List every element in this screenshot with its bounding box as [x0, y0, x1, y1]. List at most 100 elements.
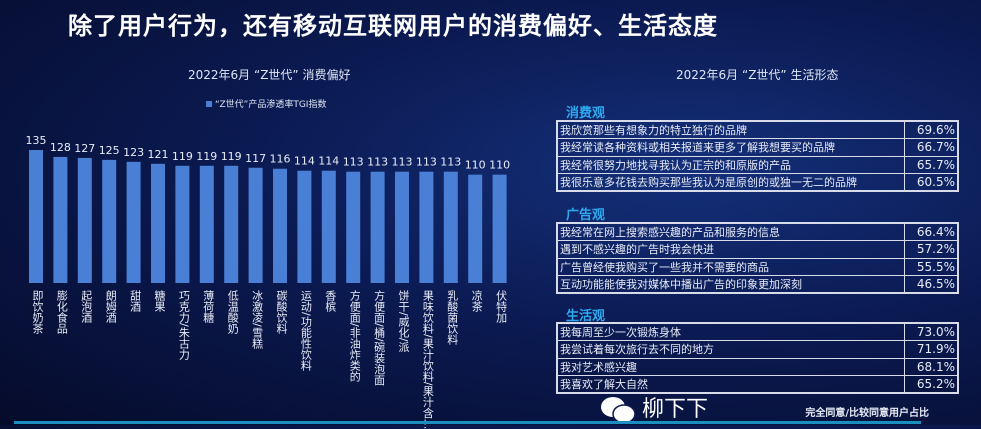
bar [443, 171, 458, 283]
watermark: 柳下下 [600, 396, 708, 424]
bar-value-label: 113 [343, 156, 364, 169]
statement-cell: 我经常很努力地找寻我认为正宗的和原版的产品 [556, 155, 905, 174]
bar [248, 167, 263, 283]
bar [199, 165, 214, 283]
bar-value-label: 119 [196, 150, 217, 163]
statement-cell: 我经常读各种资料或相关报道来更多了解我想要买的品牌 [556, 138, 905, 157]
table-row: 互动功能能使我对媒体中播出广告的印象更加深刻 46.5% [556, 275, 959, 294]
category-label: 即饮奶茶 [31, 290, 44, 334]
category-label: 乳酸菌饮料 [445, 290, 459, 345]
statement-cell: 我喜欢了解大自然 [556, 375, 905, 394]
legend-label: “Z世代”产品渗透率TGI指数 [215, 100, 327, 110]
table-row: 我经常读各种资料或相关报道来更多了解我想要买的品牌 66.7% [556, 138, 959, 157]
attitude-table: 我经常在网上搜索感兴趣的产品和服务的信息 66.4% 遇到不感兴趣的广告时我会快进 5… [556, 222, 959, 294]
category-label: 冰激凌/雪糕 [250, 290, 264, 349]
percent-cell: 66.7% [903, 138, 959, 157]
wechat-icon [601, 397, 636, 424]
percent-cell: 65.2% [903, 375, 959, 394]
page-title: 除了用户行为，还有移动互联网用户的消费偏好、生活态度 [68, 12, 718, 40]
legend-swatch [206, 101, 212, 107]
bar [175, 165, 190, 283]
category-label: 糖果 [153, 290, 166, 312]
bar-value-label: 125 [99, 144, 120, 157]
percent-cell: 57.2% [903, 240, 959, 259]
category-label: 甜酒 [128, 290, 142, 312]
bar-value-label: 116 [270, 153, 291, 166]
bar-value-label: 128 [50, 141, 71, 154]
percent-cell: 65.7% [903, 155, 959, 174]
category-label: 方便面/桶/碗装泡面 [372, 290, 386, 386]
statement-cell: 广告曾经使我购买了一些我并不需要的商品 [556, 257, 905, 276]
category-label: 饼干/威化/派 [397, 290, 410, 353]
category-label: 伏特加 [494, 290, 508, 323]
chart-legend: “Z世代”产品渗透率TGI指数 [206, 97, 326, 110]
table-row: 我经常在网上搜索感兴趣的产品和服务的信息 66.4% [556, 222, 959, 241]
bar-value-label: 114 [318, 155, 339, 168]
bar [395, 171, 409, 283]
table-row: 我喜欢了解大自然 65.2% [556, 375, 959, 394]
bar [29, 150, 43, 283]
category-label: 低温酸奶 [226, 290, 240, 334]
bar [273, 168, 287, 283]
category-label: 果味饮料/果汁饮料/果汁含… [421, 290, 435, 429]
table-row: 我对艺术感兴趣 68.1% [556, 357, 959, 376]
section-heading: 消费观 [566, 106, 606, 121]
bar [468, 174, 483, 283]
bar [126, 161, 141, 283]
bar [492, 174, 507, 283]
bar-value-label: 113 [367, 156, 388, 169]
percent-cell: 55.5% [903, 257, 959, 276]
category-label: 凉茶 [470, 290, 484, 312]
category-label: 薄荷糖 [201, 290, 215, 323]
statement-cell: 我欣赏那些有想象力的特立独行的品牌 [556, 120, 905, 139]
bar-value-label: 113 [392, 156, 413, 169]
statement-cell: 我尝试着每次旅行去不同的地方 [556, 340, 905, 359]
footnote: 完全同意/比较同意用户占比 [805, 408, 929, 419]
statement-cell: 我对艺术感兴趣 [556, 357, 905, 376]
bar-value-label: 119 [221, 150, 242, 163]
category-label: 膨化食品 [55, 290, 69, 334]
category-label: 运动/功能性饮料 [299, 290, 313, 371]
bar-value-label: 121 [148, 148, 169, 161]
statement-cell: 遇到不感兴趣的广告时我会快进 [556, 240, 905, 259]
bar [297, 170, 312, 283]
table-row: 我欣赏那些有想象力的特立独行的品牌 69.6% [556, 120, 959, 139]
percent-cell: 69.6% [903, 120, 959, 139]
bar [151, 163, 165, 283]
percent-cell: 71.9% [903, 340, 959, 359]
bar-value-label: 135 [26, 134, 47, 147]
chart-title: 2022年6月 “Z世代” 消费偏好 [188, 68, 351, 82]
right-title: 2022年6月 “Z世代” 生活形态 [676, 68, 839, 82]
category-label: 碳酸饮料 [275, 290, 288, 334]
bar [224, 165, 239, 283]
category-label: 方便面/非油炸类的 [348, 290, 362, 382]
bar-value-label: 110 [489, 159, 510, 172]
bar [419, 171, 434, 283]
table-row: 我尝试着每次旅行去不同的地方 71.9% [556, 340, 959, 359]
category-label: 朗姆酒 [104, 290, 118, 323]
percent-cell: 46.5% [903, 275, 959, 294]
statement-cell: 我每周至少一次锻炼身体 [556, 322, 905, 341]
attitude-table: 我欣赏那些有想象力的特立独行的品牌 69.6% 我经常读各种资料或相关报道来更多了解… [556, 120, 959, 192]
bar-value-label: 127 [74, 142, 95, 155]
bar-value-label: 113 [440, 156, 461, 169]
percent-cell: 68.1% [903, 357, 959, 376]
bar [370, 171, 385, 283]
attitude-table: 我每周至少一次锻炼身体 73.0% 我尝试着每次旅行去不同的地方 71.9% 我对艺术感… [556, 322, 959, 394]
category-label: 起泡酒 [79, 290, 93, 323]
percent-cell: 66.4% [903, 222, 959, 241]
statement-cell: 互动功能能使我对媒体中播出广告的印象更加深刻 [556, 275, 905, 294]
statement-cell: 我经常在网上搜索感兴趣的产品和服务的信息 [556, 222, 905, 241]
percent-cell: 60.5% [903, 173, 959, 192]
category-label: 香槟 [323, 290, 337, 312]
bar [77, 157, 92, 283]
bar-value-label: 123 [123, 146, 144, 159]
section-heading: 广告观 [566, 208, 606, 223]
statement-cell: 我很乐意多花钱去购买那些我认为是原创的或独一无二的品牌 [556, 173, 905, 192]
percent-cell: 73.0% [903, 322, 959, 341]
section-heading: 生活观 [566, 309, 606, 324]
bar-value-label: 110 [465, 159, 486, 172]
bar [53, 156, 68, 283]
bar-value-label: 114 [294, 155, 315, 168]
